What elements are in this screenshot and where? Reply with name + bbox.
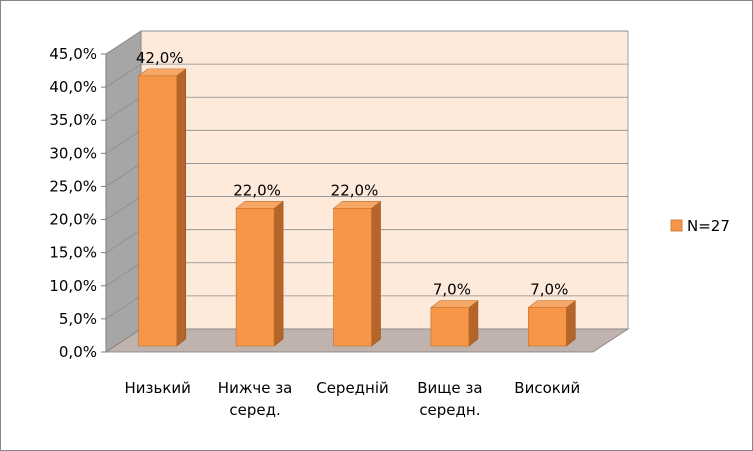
y-tick-label: 35,0% [49, 111, 97, 129]
y-tick-label: 0,0% [59, 343, 97, 361]
bar [527, 307, 567, 347]
y-tick-label: 40,0% [49, 78, 97, 96]
category-label: Низький [124, 379, 190, 397]
y-tick-label: 15,0% [49, 244, 97, 262]
legend-swatch [670, 219, 683, 232]
bar-side [371, 200, 381, 347]
bar [235, 208, 275, 347]
y-tick-label: 45,0% [49, 45, 97, 63]
bar [430, 307, 470, 347]
back-wall [140, 30, 629, 330]
bar-side [468, 300, 479, 347]
category-label: Високий [514, 379, 580, 397]
category-label: середн. [419, 401, 480, 419]
data-label: 22,0% [331, 181, 379, 199]
bar-side [565, 300, 576, 347]
legend-label: N=27 [687, 217, 730, 235]
data-label: 22,0% [233, 181, 281, 199]
gridline [105, 30, 628, 55]
data-label: 7,0% [433, 281, 471, 299]
y-tick-label: 20,0% [49, 211, 97, 229]
category-label: Нижче за [218, 379, 293, 397]
bar [138, 75, 177, 347]
data-label: 42,0% [136, 49, 184, 67]
side-wall [105, 30, 142, 353]
category-label: Середній [316, 379, 389, 397]
data-label: 7,0% [530, 281, 568, 299]
gridline [105, 63, 628, 88]
y-tick-label: 10,0% [49, 277, 97, 295]
y-tick-label: 25,0% [49, 177, 97, 195]
y-tick-label: 30,0% [49, 144, 97, 162]
y-tick-label: 5,0% [59, 310, 97, 328]
bar-side [176, 68, 186, 347]
bar-side [273, 200, 284, 347]
category-label: серед. [229, 401, 280, 419]
bar [333, 208, 372, 347]
category-label: Вище за [417, 379, 482, 397]
